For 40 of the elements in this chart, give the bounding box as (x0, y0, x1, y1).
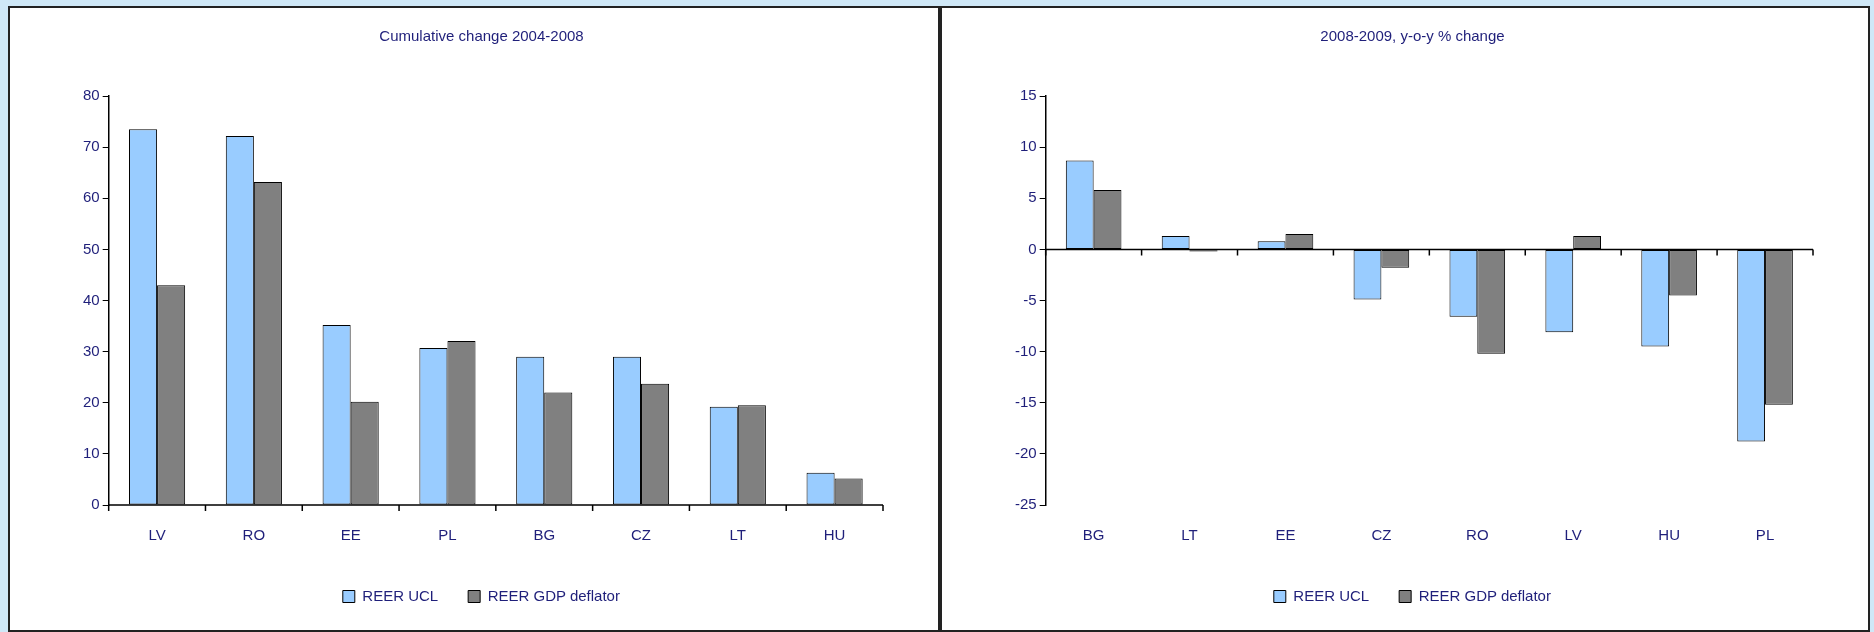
x-tick-label: RO (1466, 526, 1489, 544)
y-tick-label: 60 (83, 188, 100, 206)
y-tick-label: 30 (83, 341, 100, 359)
y-tick-label: 20 (83, 392, 100, 410)
x-tick-label: LT (729, 526, 747, 544)
y-tick-label: 0 (1028, 239, 1037, 257)
y-tick-label: 50 (83, 239, 100, 257)
x-tick-label: EE (340, 526, 361, 544)
y-tick-label: -5 (1023, 290, 1037, 308)
x-tick-label: HU (823, 526, 846, 544)
y-tick-label: -15 (1014, 392, 1037, 410)
x-tick-label: HU (1658, 526, 1680, 544)
y-tick-label: 10 (1019, 137, 1037, 155)
x-tick-label: BG (1082, 526, 1105, 544)
x-tick-label: PL (1755, 526, 1775, 544)
y-tick-label: 80 (83, 86, 100, 104)
y-tick-label: -10 (1014, 341, 1037, 359)
x-tick-label: LT (1181, 526, 1198, 544)
y-tick-label: 5 (1028, 188, 1037, 206)
y-tick-label: 15 (1019, 86, 1037, 104)
x-tick-label: CZ (1371, 526, 1392, 544)
chart-title: 2008-2009, y-o-y % change (1320, 27, 1505, 45)
legend-label: REER GDP deflator (487, 586, 620, 604)
y-tick-label: -25 (1014, 495, 1037, 513)
x-tick-label: RO (242, 526, 266, 544)
legend-label: REER UCL (362, 586, 439, 604)
x-tick-label: CZ (631, 526, 652, 544)
x-tick-label: LV (148, 526, 166, 544)
y-tick-label: 10 (83, 444, 100, 462)
y-tick-label: -20 (1014, 444, 1037, 462)
legend-label: REER UCL (1293, 586, 1370, 604)
x-tick-label: EE (1275, 526, 1296, 544)
chart-title: Cumulative change 2004-2008 (379, 27, 584, 45)
y-tick-label: 70 (83, 137, 100, 155)
x-tick-label: BG (533, 526, 556, 544)
legend-label: REER GDP deflator (1418, 586, 1551, 604)
x-tick-label: PL (438, 526, 457, 544)
y-tick-label: 40 (83, 290, 100, 308)
y-tick-label: 0 (91, 495, 100, 513)
x-tick-label: LV (1564, 526, 1582, 544)
